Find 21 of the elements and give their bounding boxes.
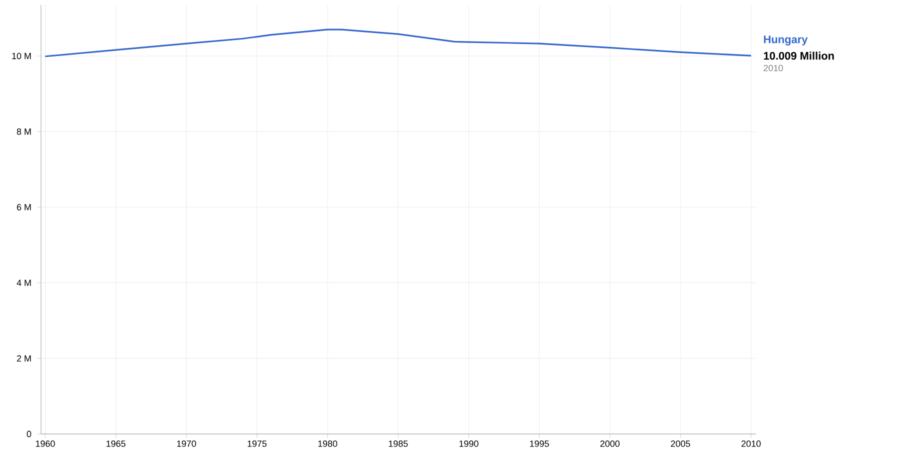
x-tick-label: 2005	[670, 440, 690, 447]
x-tick-label: 1960	[36, 440, 55, 447]
y-tick-label: 0	[26, 430, 32, 438]
y-tick-label: 4 M	[16, 280, 31, 286]
x-tick-label: 1995	[530, 440, 549, 447]
x-tick-label: 1990	[459, 440, 478, 447]
x-tick-label: 2000	[600, 440, 620, 447]
text: 2010	[764, 64, 783, 72]
series-label: Hungary	[764, 36, 808, 46]
x-tick-label: 1985	[388, 440, 408, 447]
x-tick-label: 1970	[177, 440, 196, 447]
x-tick-label: 1965	[106, 440, 126, 447]
annotation: 10.009 Million	[764, 52, 834, 60]
y-tick-label: 10 M	[12, 52, 31, 60]
line-series	[44, 28, 752, 58]
x-tick-label: 2010	[742, 440, 761, 447]
y-tick-label: 8 M	[16, 128, 31, 135]
x-tick-label: 1975	[248, 440, 267, 447]
y-tick-label: 2 M	[17, 355, 31, 362]
y-tick-label: 6 M	[17, 204, 31, 210]
x-tick-label: 1980	[318, 440, 338, 447]
